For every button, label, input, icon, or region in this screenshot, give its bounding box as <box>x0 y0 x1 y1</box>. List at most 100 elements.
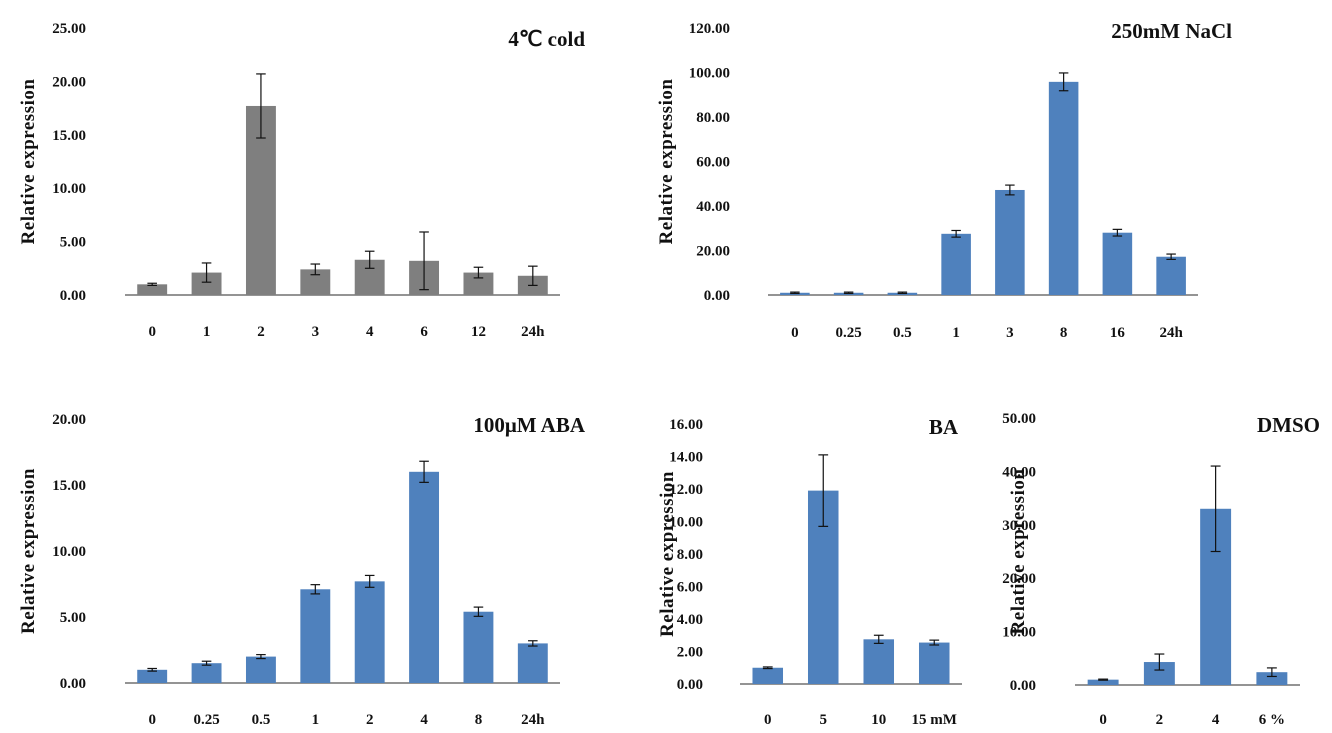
x-tick-label: 6 % <box>1259 712 1285 728</box>
y-tick-label: 30.00 <box>1002 518 1036 534</box>
y-axis-label: Relative expression <box>1008 469 1029 635</box>
x-tick-label: 3 <box>1006 325 1014 341</box>
bar <box>463 272 494 295</box>
bar <box>245 656 276 683</box>
x-tick-label: 15 mM <box>912 712 957 728</box>
y-tick-label: 2.00 <box>677 645 703 661</box>
bar <box>918 642 950 684</box>
y-tick-label: 15.00 <box>52 478 86 494</box>
y-tick-label: 20.00 <box>52 412 86 428</box>
x-tick-label: 0 <box>1099 712 1107 728</box>
bar <box>1143 662 1175 685</box>
y-tick-label: 10.00 <box>669 515 703 531</box>
y-tick-label: 12.00 <box>669 482 703 498</box>
y-tick-label: 10.00 <box>1002 625 1036 641</box>
x-tick-label: 24h <box>521 324 545 340</box>
y-tick-label: 60.00 <box>696 155 730 171</box>
x-tick-label: 5 <box>820 712 828 728</box>
x-tick-label: 1 <box>952 325 960 341</box>
x-tick-label: 0.25 <box>193 712 219 728</box>
x-tick-label: 12 <box>471 324 486 340</box>
bar <box>191 663 222 683</box>
x-tick-label: 0.5 <box>893 325 912 341</box>
bar <box>1256 672 1288 685</box>
x-tick-label: 4 <box>420 712 428 728</box>
x-tick-label: 1 <box>203 324 211 340</box>
bar <box>1156 256 1186 295</box>
y-axis-label: Relative expression <box>657 471 678 637</box>
y-tick-label: 0.00 <box>60 288 86 304</box>
y-tick-label: 10.00 <box>52 544 86 560</box>
x-tick-label: 0 <box>791 325 799 341</box>
bar <box>941 233 971 295</box>
chart-panel-3: 100μM ABA Relative expression 0.00 5.00 10.0… <box>18 412 586 728</box>
y-axis-label: Relative expression <box>656 79 677 245</box>
bar <box>463 611 494 683</box>
x-tick-label: 2 <box>1156 712 1164 728</box>
y-tick-label: 100.00 <box>689 66 730 82</box>
y-tick-label: 0.00 <box>1010 678 1036 694</box>
bar <box>1048 81 1079 295</box>
y-tick-label: 40.00 <box>696 199 730 215</box>
chart-panel-1: 4℃ cold Relative expression 0.00 5.00 10.00 1… <box>18 21 585 340</box>
x-tick-label: 0.25 <box>836 325 862 341</box>
bar <box>409 471 440 683</box>
x-tick-label: 24h <box>521 712 545 728</box>
bar <box>1087 679 1119 685</box>
chart-title: 4℃ cold <box>508 27 585 51</box>
y-tick-label: 16.00 <box>669 417 703 433</box>
y-tick-label: 20.00 <box>696 244 730 260</box>
chart-panel-4: BA Relative expression 0.00 2.00 4.00 6.00 8.0… <box>657 415 962 728</box>
chart-panel-5: DMSO Relative expression 0.00 10.00 20.00 30.… <box>1002 411 1320 728</box>
x-tick-label: 1 <box>312 712 320 728</box>
y-tick-label: 5.00 <box>60 610 86 626</box>
x-tick-label: 0 <box>148 712 156 728</box>
y-tick-label: 25.00 <box>52 21 86 37</box>
chart-title: DMSO <box>1257 413 1320 437</box>
y-tick-label: 4.00 <box>677 612 703 628</box>
x-tick-label: 3 <box>312 324 320 340</box>
bar <box>863 639 895 684</box>
x-tick-label: 0 <box>764 712 772 728</box>
x-tick-label: 8 <box>475 712 483 728</box>
x-tick-label: 0.5 <box>252 712 271 728</box>
x-tick-label: 6 <box>420 324 428 340</box>
x-tick-label: 2 <box>366 712 374 728</box>
bar <box>300 589 331 683</box>
y-tick-label: 50.00 <box>1002 411 1036 427</box>
y-tick-label: 80.00 <box>696 110 730 126</box>
y-axis-label: Relative expression <box>18 468 39 634</box>
bar <box>517 643 548 683</box>
x-tick-label: 8 <box>1060 325 1068 341</box>
y-tick-label: 0.00 <box>677 677 703 693</box>
y-tick-label: 10.00 <box>52 181 86 197</box>
chart-panel-2: 250mM NaCl Relative expression 0.00 20.00 40… <box>656 19 1232 341</box>
y-tick-label: 0.00 <box>704 288 730 304</box>
x-tick-label: 4 <box>366 324 374 340</box>
y-tick-label: 40.00 <box>1002 464 1036 480</box>
y-tick-label: 5.00 <box>60 235 86 251</box>
bar <box>995 189 1025 295</box>
y-axis-label: Relative expression <box>18 79 39 245</box>
x-tick-label: 0 <box>148 324 156 340</box>
bar <box>752 667 784 684</box>
y-tick-label: 0.00 <box>60 676 86 692</box>
chart-title: BA <box>929 415 959 439</box>
bar <box>137 284 168 295</box>
bar <box>191 272 222 295</box>
y-tick-label: 20.00 <box>1002 571 1036 587</box>
y-tick-label: 120.00 <box>689 21 730 37</box>
y-tick-label: 8.00 <box>677 547 703 563</box>
x-tick-label: 4 <box>1212 712 1220 728</box>
x-tick-label: 2 <box>257 324 265 340</box>
x-tick-label: 16 <box>1110 325 1126 341</box>
bar <box>137 669 168 683</box>
bar <box>1102 232 1133 295</box>
y-tick-label: 6.00 <box>677 580 703 596</box>
chart-title: 250mM NaCl <box>1111 19 1232 43</box>
y-tick-label: 20.00 <box>52 74 86 90</box>
x-tick-label: 10 <box>871 712 886 728</box>
x-tick-label: 24h <box>1159 325 1183 341</box>
y-tick-label: 15.00 <box>52 128 86 144</box>
